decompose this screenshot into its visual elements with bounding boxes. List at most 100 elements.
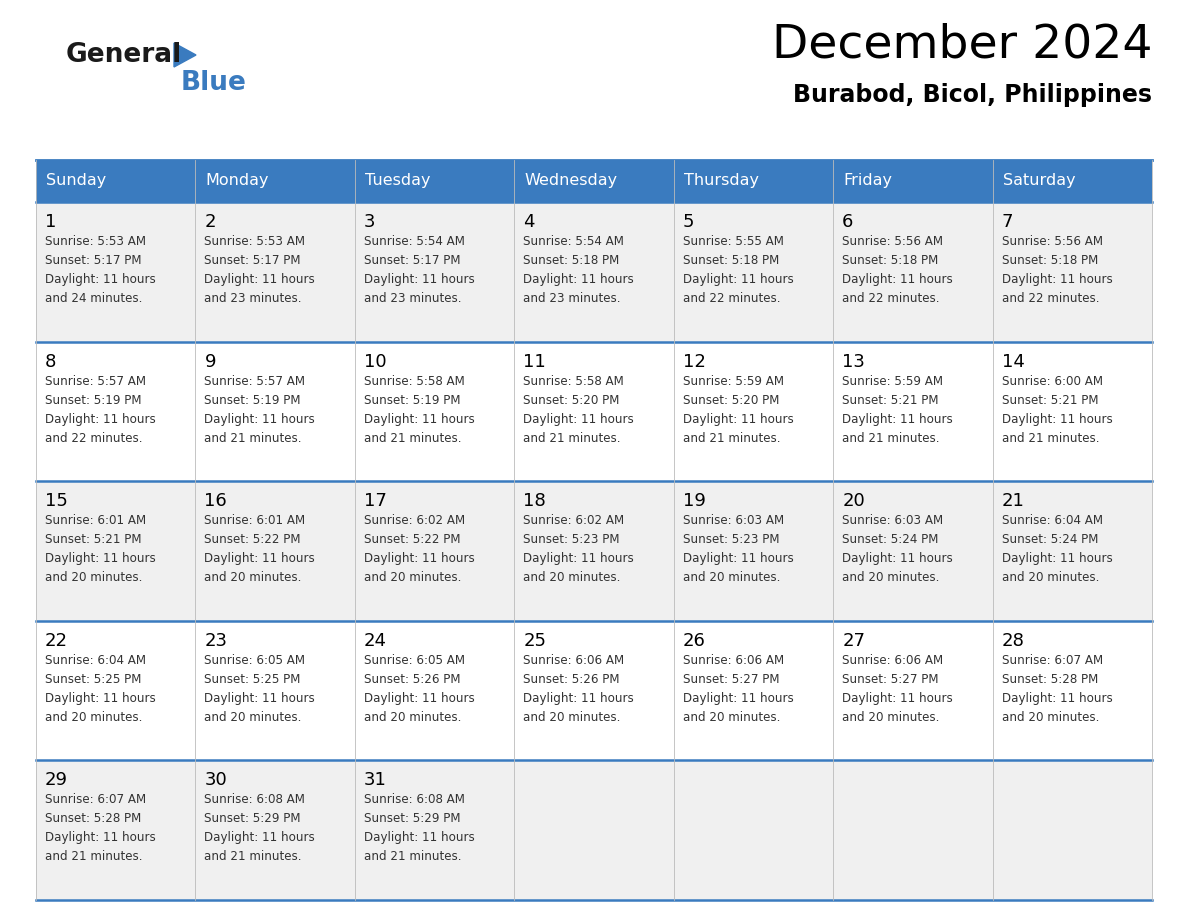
Text: Thursday: Thursday bbox=[684, 174, 759, 188]
Bar bbox=[514, 202, 674, 341]
Text: Sunrise: 5:58 AM: Sunrise: 5:58 AM bbox=[523, 375, 624, 387]
Text: and 20 minutes.: and 20 minutes. bbox=[45, 571, 143, 584]
Text: Sunrise: 6:04 AM: Sunrise: 6:04 AM bbox=[45, 654, 146, 666]
Text: Daylight: 11 hours: Daylight: 11 hours bbox=[523, 692, 634, 705]
Text: and 21 minutes.: and 21 minutes. bbox=[683, 431, 781, 444]
Text: Daylight: 11 hours: Daylight: 11 hours bbox=[523, 273, 634, 286]
Text: Sunset: 5:29 PM: Sunset: 5:29 PM bbox=[204, 812, 301, 825]
Text: Sunrise: 6:03 AM: Sunrise: 6:03 AM bbox=[842, 514, 943, 527]
Bar bbox=[674, 621, 833, 760]
Text: Sunrise: 6:01 AM: Sunrise: 6:01 AM bbox=[204, 514, 305, 527]
Text: and 21 minutes.: and 21 minutes. bbox=[204, 431, 302, 444]
Text: Daylight: 11 hours: Daylight: 11 hours bbox=[683, 273, 794, 286]
Text: 18: 18 bbox=[523, 492, 546, 510]
Text: 26: 26 bbox=[683, 632, 706, 650]
Text: and 23 minutes.: and 23 minutes. bbox=[364, 292, 461, 305]
Text: 20: 20 bbox=[842, 492, 865, 510]
Text: Sunset: 5:27 PM: Sunset: 5:27 PM bbox=[683, 673, 779, 686]
Text: Daylight: 11 hours: Daylight: 11 hours bbox=[523, 553, 634, 565]
Text: Sunrise: 5:56 AM: Sunrise: 5:56 AM bbox=[1001, 235, 1102, 248]
Bar bbox=[355, 341, 514, 481]
Text: 22: 22 bbox=[45, 632, 68, 650]
Text: Sunset: 5:28 PM: Sunset: 5:28 PM bbox=[45, 812, 141, 825]
Text: 21: 21 bbox=[1001, 492, 1024, 510]
Bar bbox=[992, 202, 1152, 341]
Text: Sunset: 5:26 PM: Sunset: 5:26 PM bbox=[364, 673, 461, 686]
Text: Sunset: 5:18 PM: Sunset: 5:18 PM bbox=[1001, 254, 1098, 267]
Text: Sunrise: 5:57 AM: Sunrise: 5:57 AM bbox=[204, 375, 305, 387]
Text: 19: 19 bbox=[683, 492, 706, 510]
Text: Daylight: 11 hours: Daylight: 11 hours bbox=[204, 553, 315, 565]
Text: Daylight: 11 hours: Daylight: 11 hours bbox=[842, 273, 953, 286]
Text: and 21 minutes.: and 21 minutes. bbox=[204, 850, 302, 864]
Text: Sunset: 5:17 PM: Sunset: 5:17 PM bbox=[45, 254, 141, 267]
Text: Sunset: 5:25 PM: Sunset: 5:25 PM bbox=[204, 673, 301, 686]
Text: 7: 7 bbox=[1001, 213, 1013, 231]
Text: Sunset: 5:21 PM: Sunset: 5:21 PM bbox=[1001, 394, 1098, 407]
Text: 1: 1 bbox=[45, 213, 56, 231]
Text: 16: 16 bbox=[204, 492, 227, 510]
Bar bbox=[833, 621, 992, 760]
Bar bbox=[674, 341, 833, 481]
Text: Sunset: 5:29 PM: Sunset: 5:29 PM bbox=[364, 812, 461, 825]
Text: and 22 minutes.: and 22 minutes. bbox=[45, 431, 143, 444]
Text: Wednesday: Wednesday bbox=[524, 174, 618, 188]
Text: Saturday: Saturday bbox=[1003, 174, 1075, 188]
Text: Tuesday: Tuesday bbox=[365, 174, 430, 188]
Text: Daylight: 11 hours: Daylight: 11 hours bbox=[842, 692, 953, 705]
Text: December 2024: December 2024 bbox=[771, 23, 1152, 68]
Bar bbox=[833, 481, 992, 621]
Text: and 21 minutes.: and 21 minutes. bbox=[523, 431, 621, 444]
Bar bbox=[674, 160, 833, 202]
Text: Daylight: 11 hours: Daylight: 11 hours bbox=[364, 273, 475, 286]
Text: and 20 minutes.: and 20 minutes. bbox=[842, 571, 940, 584]
Text: and 22 minutes.: and 22 minutes. bbox=[683, 292, 781, 305]
Text: Daylight: 11 hours: Daylight: 11 hours bbox=[1001, 692, 1112, 705]
Text: Sunset: 5:22 PM: Sunset: 5:22 PM bbox=[204, 533, 301, 546]
Text: Sunrise: 5:57 AM: Sunrise: 5:57 AM bbox=[45, 375, 146, 387]
Text: and 21 minutes.: and 21 minutes. bbox=[1001, 431, 1099, 444]
Text: Sunrise: 5:54 AM: Sunrise: 5:54 AM bbox=[523, 235, 624, 248]
Text: Sunset: 5:21 PM: Sunset: 5:21 PM bbox=[842, 394, 939, 407]
Text: Daylight: 11 hours: Daylight: 11 hours bbox=[364, 553, 475, 565]
Text: 8: 8 bbox=[45, 353, 56, 371]
Text: Sunset: 5:28 PM: Sunset: 5:28 PM bbox=[1001, 673, 1098, 686]
Text: 9: 9 bbox=[204, 353, 216, 371]
Text: Sunset: 5:19 PM: Sunset: 5:19 PM bbox=[364, 394, 461, 407]
Bar bbox=[36, 341, 196, 481]
Text: and 20 minutes.: and 20 minutes. bbox=[523, 711, 620, 723]
Bar bbox=[355, 202, 514, 341]
Text: Sunset: 5:23 PM: Sunset: 5:23 PM bbox=[523, 533, 620, 546]
Text: 29: 29 bbox=[45, 771, 68, 789]
Text: Sunset: 5:27 PM: Sunset: 5:27 PM bbox=[842, 673, 939, 686]
Bar bbox=[514, 621, 674, 760]
Bar bbox=[355, 760, 514, 900]
Text: Daylight: 11 hours: Daylight: 11 hours bbox=[842, 412, 953, 426]
Text: Daylight: 11 hours: Daylight: 11 hours bbox=[204, 273, 315, 286]
Text: Daylight: 11 hours: Daylight: 11 hours bbox=[45, 412, 156, 426]
Text: Daylight: 11 hours: Daylight: 11 hours bbox=[364, 692, 475, 705]
Text: Sunset: 5:24 PM: Sunset: 5:24 PM bbox=[1001, 533, 1098, 546]
Bar bbox=[196, 160, 355, 202]
Text: Sunrise: 6:02 AM: Sunrise: 6:02 AM bbox=[364, 514, 465, 527]
Text: Sunday: Sunday bbox=[46, 174, 106, 188]
Text: Daylight: 11 hours: Daylight: 11 hours bbox=[364, 412, 475, 426]
Text: and 20 minutes.: and 20 minutes. bbox=[364, 711, 461, 723]
Text: Sunrise: 5:53 AM: Sunrise: 5:53 AM bbox=[45, 235, 146, 248]
Text: Sunset: 5:17 PM: Sunset: 5:17 PM bbox=[364, 254, 461, 267]
Text: 31: 31 bbox=[364, 771, 387, 789]
Text: Sunrise: 6:06 AM: Sunrise: 6:06 AM bbox=[683, 654, 784, 666]
Bar bbox=[514, 481, 674, 621]
Bar bbox=[36, 160, 196, 202]
Bar bbox=[36, 202, 196, 341]
Text: Sunrise: 6:03 AM: Sunrise: 6:03 AM bbox=[683, 514, 784, 527]
Text: Sunset: 5:18 PM: Sunset: 5:18 PM bbox=[523, 254, 619, 267]
Text: Daylight: 11 hours: Daylight: 11 hours bbox=[683, 412, 794, 426]
Text: 2: 2 bbox=[204, 213, 216, 231]
Text: Daylight: 11 hours: Daylight: 11 hours bbox=[45, 832, 156, 845]
Bar bbox=[833, 160, 992, 202]
Text: Daylight: 11 hours: Daylight: 11 hours bbox=[523, 412, 634, 426]
Text: Sunrise: 6:04 AM: Sunrise: 6:04 AM bbox=[1001, 514, 1102, 527]
Bar bbox=[196, 760, 355, 900]
Text: Sunrise: 6:07 AM: Sunrise: 6:07 AM bbox=[1001, 654, 1102, 666]
